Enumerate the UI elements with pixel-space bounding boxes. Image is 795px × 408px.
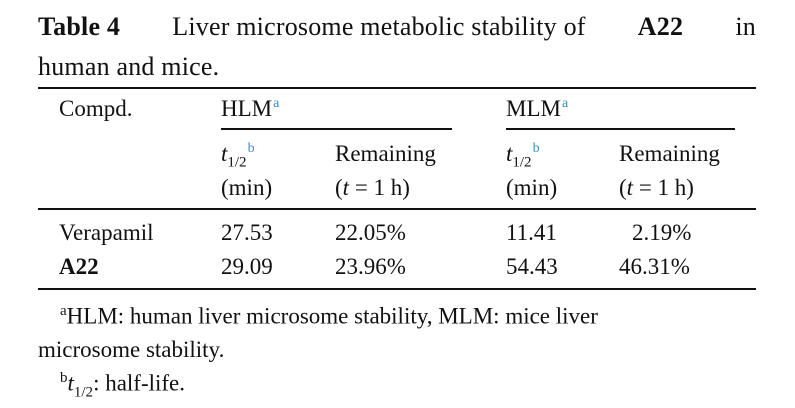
- subheader-mlm-t-unit: (min): [506, 175, 558, 200]
- subheader-mlm-remaining-cond: (t = 1 h): [619, 175, 694, 201]
- table-caption-line2: human and mice.: [38, 52, 220, 81]
- caption-word: Liver microsome metabolic stability of: [172, 12, 586, 41]
- footnote-a-line2: microsome stability.: [38, 337, 225, 362]
- paren-open: (: [619, 175, 627, 200]
- cell-mlm-t-half: 11.41: [506, 220, 557, 245]
- cell-mlm-remaining: 2.19%: [632, 220, 692, 245]
- header-compd: Compd.: [59, 96, 133, 121]
- caption-compound: A22: [637, 12, 684, 41]
- table-caption-line1: Table 4 Liver microsome metabolic stabil…: [38, 12, 756, 42]
- subheader-hlm-t-half: t1/2b: [221, 141, 255, 172]
- subheader-hlm-t-unit: (min): [221, 175, 273, 200]
- t-symbol: t: [506, 141, 513, 166]
- subheader-hlm-remaining-cond: (t = 1 h): [335, 175, 410, 201]
- table-row: Verapamil 27.53 22.05% 11.41 2.19%: [0, 220, 795, 250]
- table-bottom-rule: [38, 288, 756, 290]
- footnote-link-b[interactable]: b: [247, 141, 255, 157]
- mlm-group-rule: [506, 128, 735, 130]
- cell-hlm-remaining: 22.05%: [335, 220, 406, 245]
- cond-var: t: [342, 175, 350, 200]
- table-header-rule: [38, 208, 756, 210]
- t-subscript: 1/2: [227, 154, 247, 171]
- hlm-group-rule: [221, 128, 452, 130]
- footnote-a-mark: a: [60, 303, 67, 319]
- header-hlm: HLMa: [221, 96, 279, 122]
- footnote-b-symbol: t: [67, 370, 74, 396]
- table-row: A22 29.09 23.96% 54.43 46.31%: [0, 254, 795, 284]
- footnote-b-subscript: 1/2: [73, 384, 94, 401]
- cell-compd: A22: [59, 254, 99, 279]
- subheader-mlm-t-half: t1/2b: [506, 141, 540, 172]
- footnote-b-text: : half-life.: [93, 370, 186, 396]
- cell-mlm-remaining: 46.31%: [619, 254, 690, 279]
- footnote-b-mark: b: [60, 370, 68, 386]
- footnote-a: aHLM: human liver microsome stability, M…: [60, 303, 756, 330]
- table-top-rule: [38, 87, 756, 89]
- footnote-link-b[interactable]: b: [532, 141, 540, 157]
- cell-hlm-t-half: 27.53: [221, 220, 273, 245]
- cell-hlm-t-half: 29.09: [221, 254, 273, 279]
- t-subscript: 1/2: [512, 154, 532, 171]
- cond-var: t: [626, 175, 634, 200]
- cell-mlm-t-half: 54.43: [506, 254, 558, 279]
- table-label: Table 4: [38, 12, 121, 41]
- caption-word-in: in: [735, 12, 756, 41]
- cell-hlm-remaining: 23.96%: [335, 254, 406, 279]
- footnote-a-line1: HLM: human liver microsome stability, ML…: [66, 303, 598, 329]
- footnote-a-text: aHLM: human liver microsome stability, M…: [60, 303, 598, 330]
- paren-open: (: [335, 175, 343, 200]
- cond-rest: = 1 h): [638, 175, 694, 200]
- cell-compd: Verapamil: [59, 220, 154, 245]
- footnote-link-a[interactable]: a: [561, 96, 569, 112]
- header-mlm: MLMa: [506, 96, 568, 122]
- cond-rest: = 1 h): [354, 175, 410, 200]
- subheader-hlm-remaining: Remaining: [335, 141, 436, 166]
- footnote-link-a[interactable]: a: [273, 96, 280, 112]
- footnote-b: bt1/2: half-life.: [60, 370, 185, 401]
- subheader-mlm-remaining: Remaining: [619, 141, 720, 166]
- header-hlm-text: HLM: [221, 96, 273, 121]
- header-mlm-text: MLM: [506, 96, 561, 121]
- t-symbol: t: [221, 141, 228, 166]
